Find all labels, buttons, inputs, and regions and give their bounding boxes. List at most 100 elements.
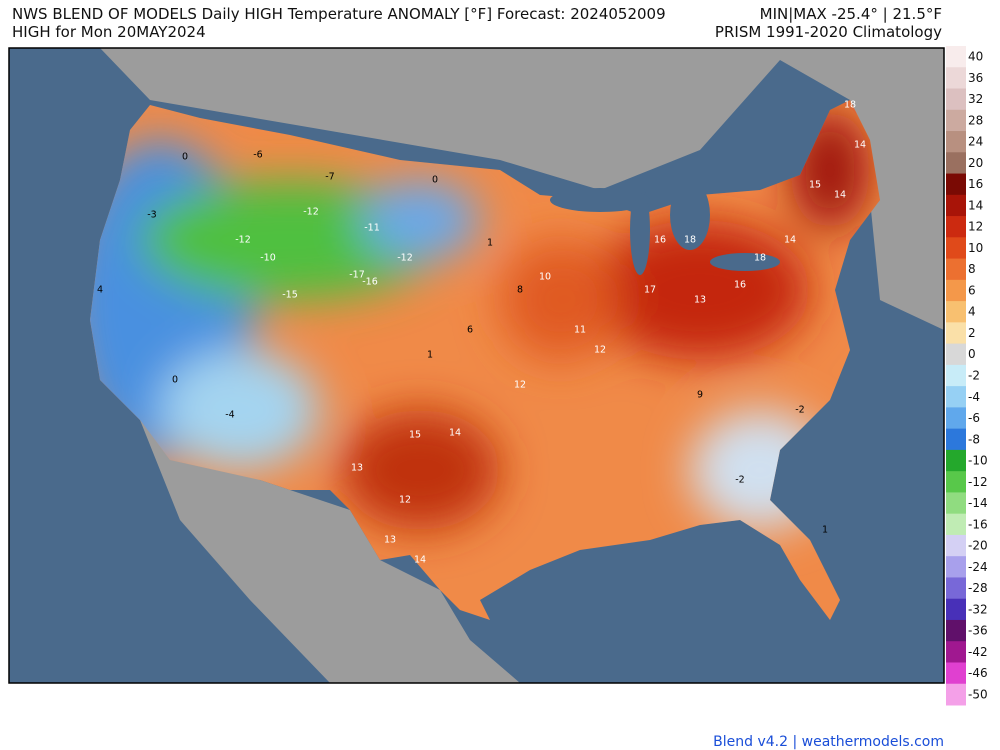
- colorbar-label: -36: [968, 624, 988, 638]
- map-value: -15: [282, 290, 298, 301]
- map-value: 14: [784, 235, 796, 246]
- colorbar-swatch: [946, 279, 966, 302]
- map-value: 1: [427, 350, 433, 361]
- map-value: -6: [253, 150, 262, 161]
- map-value: 15: [409, 430, 421, 441]
- map-value: -12: [397, 253, 413, 264]
- colorbar-swatch: [946, 683, 966, 706]
- colorbar-swatch: [946, 556, 966, 578]
- colorbar-label: -8: [968, 432, 980, 446]
- colorbar-swatch: [946, 513, 966, 536]
- colorbar-label: 20: [968, 156, 983, 170]
- map: 0-3-6-7-12-12-10-17-16-15-12-11018106112…: [9, 48, 944, 683]
- map-value: 13: [351, 463, 363, 474]
- colorbar-swatch: [946, 216, 966, 238]
- canada: [9, 48, 944, 330]
- map-value: 14: [414, 555, 426, 566]
- colorbar-label: -28: [968, 581, 988, 595]
- colorbar-swatch: [946, 577, 966, 600]
- colorbar-label: 4: [968, 305, 976, 319]
- colorbar-swatch: [946, 152, 966, 175]
- map-values: 0-3-6-7-12-12-10-17-16-15-12-11018106112…: [97, 100, 866, 566]
- map-value: 12: [514, 380, 526, 391]
- map-value: 4: [97, 285, 103, 296]
- colorbar-label: -12: [968, 475, 988, 489]
- colorbar-swatch: [946, 173, 966, 196]
- footer: Blend v4.2 | weathermodels.com: [713, 734, 944, 750]
- mexico: [140, 420, 520, 683]
- colorbar-label: -24: [968, 560, 988, 574]
- colorbar-swatch: [946, 237, 966, 260]
- colorbar-swatch: [946, 641, 966, 663]
- colorbar-label: -46: [968, 666, 988, 680]
- colorbar-swatch: [946, 301, 966, 323]
- colorbar-label: 16: [968, 177, 983, 191]
- colorbar-label: 6: [968, 283, 976, 297]
- map-value: 1: [487, 238, 493, 249]
- lake: [710, 253, 780, 271]
- map-value: 14: [449, 428, 461, 439]
- colorbar-swatch: [946, 194, 966, 217]
- map-value: -12: [303, 207, 319, 218]
- map-value: -7: [325, 172, 334, 183]
- colorbar: 4036322824201614121086420-2-4-6-8-10-12-…: [946, 46, 988, 706]
- map-value: -12: [235, 235, 251, 246]
- map-value: 1: [822, 525, 828, 536]
- colorbar-label: -2: [968, 369, 980, 383]
- map-value: 16: [654, 235, 666, 246]
- map-value: -2: [735, 475, 744, 486]
- colorbar-label: -32: [968, 602, 988, 616]
- map-value: 11: [574, 325, 586, 336]
- colorbar-swatch: [946, 428, 966, 451]
- map-value: 6: [467, 325, 473, 336]
- map-value: 14: [834, 190, 846, 201]
- colorbar-label: 12: [968, 220, 983, 234]
- map-value: 18: [844, 100, 856, 111]
- title: NWS BLEND OF MODELS Daily HIGH Temperatu…: [12, 5, 666, 23]
- colorbar-swatch: [946, 492, 966, 515]
- colorbar-label: 2: [968, 326, 976, 340]
- colorbar-label: -6: [968, 411, 980, 425]
- map-value: 12: [594, 345, 606, 356]
- colorbar-label: -10: [968, 454, 988, 468]
- map-value: -16: [362, 277, 378, 288]
- map-value: 0: [172, 375, 178, 386]
- map-value: 14: [854, 140, 866, 151]
- lake: [670, 180, 710, 250]
- colorbar-swatch: [946, 258, 966, 281]
- colorbar-label: -4: [968, 390, 980, 404]
- map-value: 10: [539, 272, 551, 283]
- colorbar-label: -14: [968, 496, 988, 510]
- colorbar-swatch: [946, 343, 966, 366]
- colorbar-swatch: [946, 364, 966, 387]
- map-value: 8: [517, 285, 523, 296]
- map-value: -17: [349, 270, 365, 281]
- minmax: MIN|MAX -25.4° | 21.5°F: [760, 5, 942, 23]
- map-value: 18: [754, 253, 766, 264]
- colorbar-swatch: [946, 46, 966, 68]
- colorbar-swatch: [946, 88, 966, 111]
- lake: [550, 188, 650, 212]
- colorbar-swatch: [946, 131, 966, 153]
- colorbar-swatch: [946, 109, 966, 132]
- colorbar-label: 40: [968, 50, 983, 64]
- colorbar-label: -42: [968, 645, 988, 659]
- colorbar-swatch: [946, 386, 966, 408]
- map-value: -2: [795, 405, 804, 416]
- map-value: 18: [684, 235, 696, 246]
- colorbar-swatch: [946, 619, 966, 642]
- colorbar-swatch: [946, 322, 966, 345]
- map-value: 16: [734, 280, 746, 291]
- colorbar-swatch: [946, 67, 966, 90]
- colorbar-label: 36: [968, 71, 983, 85]
- colorbar-label: -20: [968, 539, 988, 553]
- colorbar-swatch: [946, 534, 966, 557]
- colorbar-label: -50: [968, 687, 988, 701]
- climatology: PRISM 1991-2020 Climatology: [715, 23, 942, 41]
- colorbar-swatch: [946, 598, 966, 621]
- map-value: 13: [694, 295, 706, 306]
- colorbar-swatch: [946, 407, 966, 430]
- map-value: 0: [182, 152, 188, 163]
- colorbar-label: 14: [968, 198, 983, 212]
